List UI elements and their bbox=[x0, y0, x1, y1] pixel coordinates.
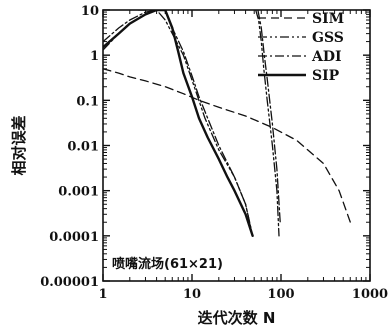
chart-annotation: 喷嘴流场(61×21) bbox=[112, 256, 223, 272]
series-line-gss bbox=[137, 10, 254, 237]
x-tick-label: 10 bbox=[183, 287, 201, 302]
series-line-sim bbox=[103, 68, 351, 223]
y-axis-title: 相对误差 bbox=[10, 115, 28, 175]
series-line-adi bbox=[257, 10, 281, 223]
series-line-adi bbox=[164, 10, 254, 237]
y-tick-label: 0.0001 bbox=[49, 230, 99, 245]
legend-label-gss: GSS bbox=[312, 30, 344, 46]
y-tick-label: 10 bbox=[81, 4, 99, 19]
legend: SIM GSS ADI SIP bbox=[258, 11, 344, 84]
legend-label-adi: ADI bbox=[311, 49, 342, 65]
axes-layer: 1 10 100 1000 0.00001 0.0001 0.001 0.01 0.1 1 10 bbox=[40, 4, 388, 302]
y-tick-label: 0.001 bbox=[58, 185, 99, 200]
legend-label-sip: SIP bbox=[312, 68, 340, 84]
y-tick-label: 1 bbox=[90, 49, 99, 64]
series-layer bbox=[103, 10, 351, 238]
series-adi bbox=[103, 10, 281, 237]
series-gss bbox=[103, 10, 280, 237]
y-tick-label: 0.00001 bbox=[40, 275, 99, 290]
y-tick-label: 0.01 bbox=[67, 140, 99, 155]
x-tick-label: 1 bbox=[98, 287, 107, 302]
x-tick-label: 1000 bbox=[352, 287, 388, 302]
x-axis-title: 迭代次数 N bbox=[198, 309, 276, 327]
series-line-gss bbox=[255, 10, 280, 237]
series-sim bbox=[103, 68, 351, 223]
x-tick-label: 100 bbox=[267, 287, 294, 302]
legend-label-sim: SIM bbox=[312, 11, 344, 27]
y-tick-label: 0.1 bbox=[76, 94, 99, 109]
series-sip bbox=[103, 10, 254, 238]
series-line-adi bbox=[103, 10, 158, 43]
series-line-sip bbox=[103, 10, 254, 238]
